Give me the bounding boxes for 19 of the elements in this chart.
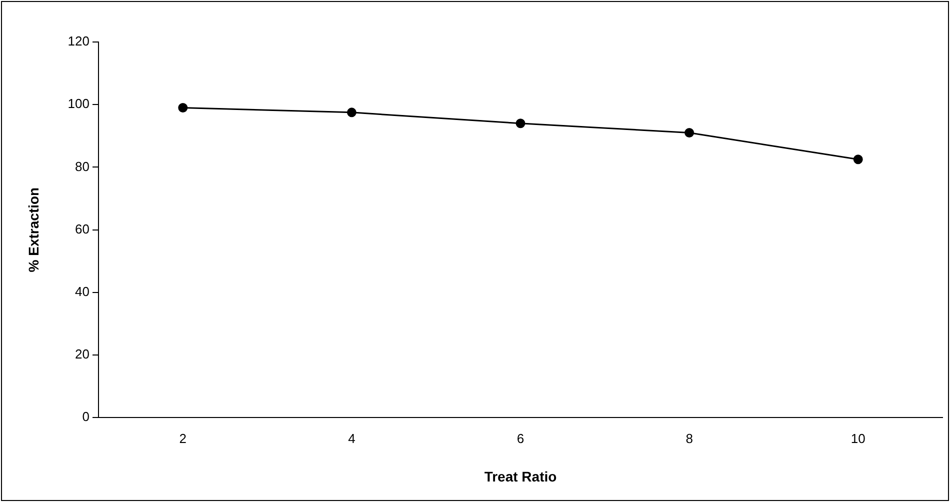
y-tick-label: 120 xyxy=(68,34,90,49)
x-tick-label: 8 xyxy=(686,430,693,446)
y-tick-label: 100 xyxy=(68,96,90,112)
point xyxy=(853,154,863,164)
x-tick-label: 6 xyxy=(516,430,524,446)
y-tick-label: 80 xyxy=(75,158,90,174)
x-tick-label: 10 xyxy=(850,430,866,446)
y-tick-label: 20 xyxy=(75,346,90,362)
point xyxy=(684,128,694,138)
y-tick-label: 60 xyxy=(75,221,90,236)
x-tick-label: 2 xyxy=(179,430,187,446)
point xyxy=(516,118,526,128)
y-axis-title: % Extraction xyxy=(25,187,42,272)
point xyxy=(346,108,356,118)
x-axis-title: Treat Ratio xyxy=(484,468,557,484)
x-tick-label: 4 xyxy=(348,430,356,446)
y-tick-label: 0 xyxy=(82,409,90,424)
y-tick-label: 40 xyxy=(75,284,90,299)
point xyxy=(178,102,188,112)
